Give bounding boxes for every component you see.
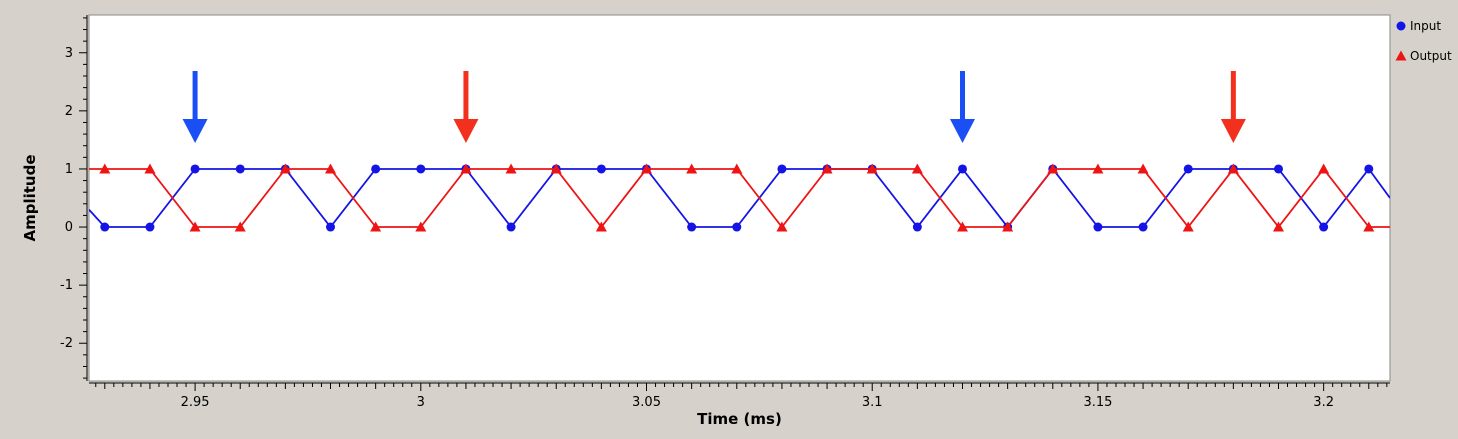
- arrow-shaft: [463, 71, 469, 121]
- plot-canvas: [88, 14, 1391, 382]
- series-output: [89, 163, 1390, 232]
- x-tick-label: 3: [417, 395, 425, 410]
- arrow-head: [453, 119, 479, 143]
- data-point: [821, 163, 833, 174]
- data-point: [687, 222, 697, 232]
- legend-label: Input: [1410, 19, 1441, 33]
- data-point: [912, 222, 922, 232]
- x-tick-label: 3.15: [1083, 395, 1112, 410]
- data-point: [1183, 164, 1193, 174]
- x-axis: 2.95 3 3.05 3.1 3.15 3.2: [89, 382, 1390, 410]
- legend-marker: [1396, 21, 1406, 31]
- legend-item-input[interactable]: Input: [1396, 19, 1442, 33]
- data-point: [957, 221, 969, 232]
- y-axis: -2 -1 0 1 2 3: [60, 15, 88, 381]
- data-point: [416, 164, 426, 174]
- annotation-layer: [182, 71, 1246, 143]
- data-point: [144, 163, 156, 174]
- data-point: [1272, 221, 1284, 232]
- blue-arrow-icon: [182, 71, 208, 143]
- x-tick-label: 3.05: [632, 395, 661, 410]
- data-point: [595, 221, 607, 232]
- data-point: [370, 221, 382, 232]
- y-tick-label: 3: [65, 46, 73, 61]
- y-tick-label: 2: [65, 104, 73, 119]
- data-point: [1227, 163, 1239, 174]
- data-point: [235, 164, 245, 174]
- data-point: [1138, 222, 1148, 232]
- data-point: [234, 221, 246, 232]
- data-point: [190, 164, 200, 174]
- data-point: [415, 221, 427, 232]
- y-tick-label: 0: [65, 220, 73, 235]
- x-axis-title: Time (ms): [697, 410, 782, 428]
- arrow-head: [1220, 119, 1246, 143]
- y-tick-label: -2: [60, 336, 73, 351]
- data-point: [1093, 222, 1103, 232]
- data-point: [279, 163, 291, 174]
- legend[interactable]: Input Output: [1395, 19, 1452, 63]
- red-arrow-icon: [453, 71, 479, 143]
- data-point: [641, 163, 653, 174]
- legend-marker: [1395, 50, 1407, 61]
- data-point: [1002, 221, 1014, 232]
- data-point: [1273, 164, 1283, 174]
- data-point: [866, 163, 878, 174]
- data-point: [1364, 164, 1374, 174]
- data-point: [732, 222, 742, 232]
- legend-symbol-output: [1395, 50, 1407, 61]
- data-point: [1092, 163, 1104, 174]
- data-point: [1047, 163, 1059, 174]
- data-point: [958, 164, 968, 174]
- y-tick-label: 1: [65, 162, 73, 177]
- data-point: [1319, 222, 1329, 232]
- data-point: [505, 163, 517, 174]
- y-axis-title: Amplitude: [21, 154, 39, 241]
- data-point: [550, 163, 562, 174]
- arrow-shaft: [960, 71, 966, 121]
- data-point: [1182, 221, 1194, 232]
- data-point: [145, 222, 155, 232]
- data-point: [325, 163, 337, 174]
- y-tick-label: -1: [60, 278, 73, 293]
- x-tick-label: 2.95: [181, 395, 210, 410]
- data-point: [506, 222, 516, 232]
- data-point: [777, 164, 787, 174]
- red-arrow-icon: [1220, 71, 1246, 143]
- data-point: [776, 221, 788, 232]
- x-tick-label: 3.2: [1313, 395, 1334, 410]
- x-tick-label: 3.1: [862, 395, 883, 410]
- data-point: [189, 221, 201, 232]
- arrow-shaft: [1230, 71, 1236, 121]
- data-point: [371, 164, 381, 174]
- data-point: [686, 163, 698, 174]
- legend-item-output[interactable]: Output: [1395, 49, 1452, 63]
- data-point: [99, 163, 111, 174]
- data-point: [100, 222, 110, 232]
- legend-label: Output: [1410, 49, 1452, 63]
- legend-symbol-input: [1396, 21, 1406, 31]
- data-point: [1363, 221, 1375, 232]
- data-point: [596, 164, 606, 174]
- data-point: [731, 163, 743, 174]
- data-point: [911, 163, 923, 174]
- arrow-head: [950, 119, 976, 143]
- arrow-head: [182, 119, 208, 143]
- data-point: [460, 163, 472, 174]
- series-layer: [89, 163, 1390, 232]
- arrow-shaft: [192, 71, 198, 121]
- data-point: [1137, 163, 1149, 174]
- data-point: [326, 222, 336, 232]
- blue-arrow-icon: [950, 71, 976, 143]
- data-point: [1318, 163, 1330, 174]
